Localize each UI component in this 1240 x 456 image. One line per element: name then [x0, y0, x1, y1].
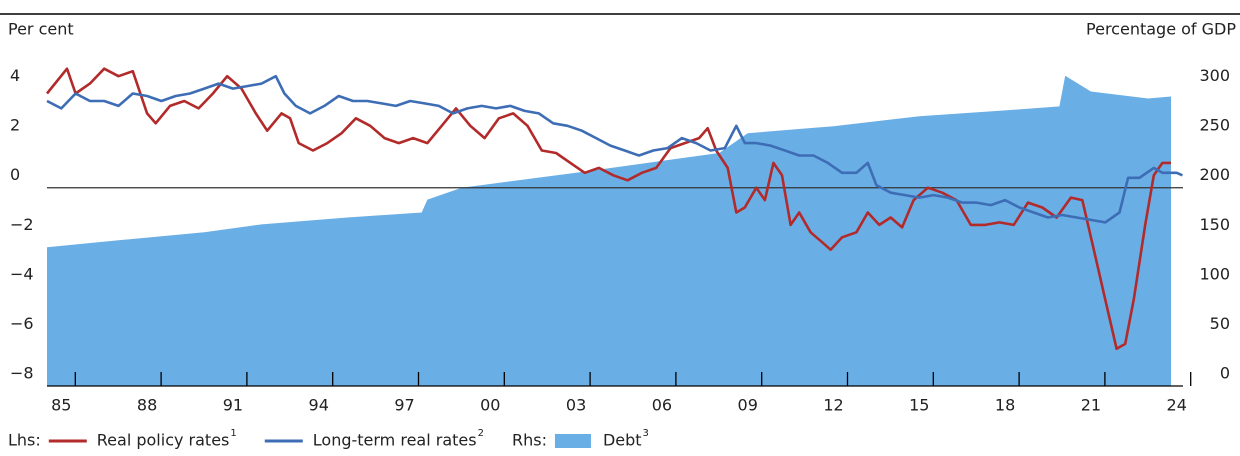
x-tick-label: 91: [223, 396, 243, 415]
y2-tick-label: 300: [1199, 66, 1230, 85]
x-tick-label: 00: [480, 396, 500, 415]
y2-tick-label: 200: [1199, 165, 1230, 184]
legend-footnote: 1: [230, 428, 236, 439]
legend-group: Rhs:: [512, 431, 547, 450]
y-tick-label: −8: [10, 364, 34, 383]
x-tick-label: 03: [566, 396, 586, 415]
y-tick-label: −4: [10, 264, 34, 283]
x-tick-label: 06: [652, 396, 672, 415]
line: [45, 67, 1171, 351]
y2-tick-label: 0: [1220, 364, 1230, 383]
x-tick-label: 21: [1081, 396, 1101, 415]
line: [46, 74, 1183, 224]
legend-footnote: 3: [643, 428, 649, 439]
area: [47, 75, 1171, 386]
legend-label: Long-term real rates: [313, 431, 477, 450]
legend-group: Lhs:: [8, 431, 41, 450]
x-tick-label: 15: [909, 396, 929, 415]
y2-tick-label: 150: [1199, 215, 1230, 234]
x-tick-label: 85: [51, 396, 71, 415]
y-tick-label: 0: [10, 165, 20, 184]
x-tick-label: 97: [394, 396, 414, 415]
y-tick-label: 2: [10, 116, 20, 135]
y-tick-label: −2: [10, 215, 34, 234]
x-tick-label: 18: [995, 396, 1015, 415]
legend-footnote: 2: [478, 428, 484, 439]
y2-tick-label: 50: [1210, 314, 1230, 333]
y-tick-label: −6: [10, 314, 34, 333]
y-tick-label: 4: [10, 66, 20, 85]
x-tick-label: 12: [823, 396, 843, 415]
x-tick-label: 94: [309, 396, 329, 415]
y2-tick-label: 250: [1199, 116, 1230, 135]
x-tick-label: 24: [1167, 396, 1187, 415]
legend-label: Debt: [603, 431, 642, 450]
legend-label: Real policy rates: [97, 431, 230, 450]
y2-tick-label: 100: [1199, 264, 1230, 283]
legend-swatch: [554, 434, 591, 448]
y-axis-label: Per cent: [8, 20, 74, 39]
y2-axis-label: Percentage of GDP: [1086, 20, 1236, 39]
x-tick-label: 09: [738, 396, 758, 415]
x-tick-label: 88: [137, 396, 157, 415]
